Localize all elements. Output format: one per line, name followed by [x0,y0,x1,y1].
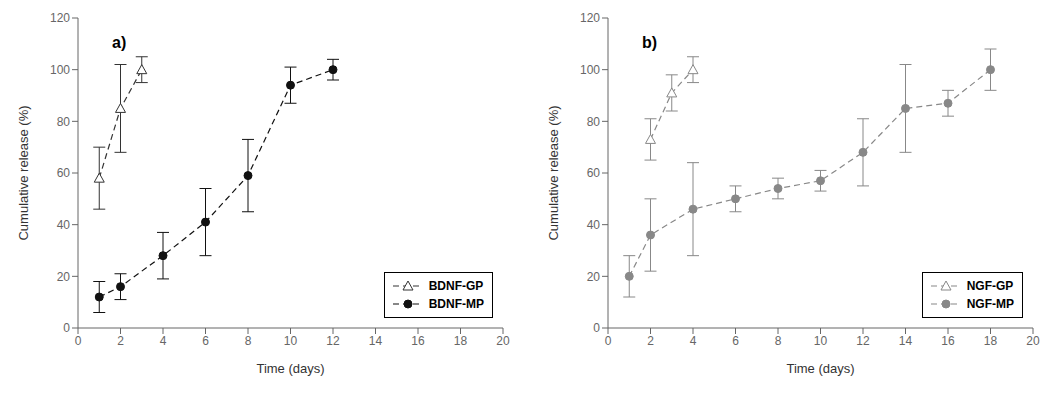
svg-text:14: 14 [899,334,913,348]
svg-text:0: 0 [593,321,600,335]
svg-text:20: 20 [1026,334,1040,348]
svg-text:2: 2 [647,334,654,348]
svg-text:60: 60 [57,166,71,180]
svg-text:14: 14 [369,334,383,348]
svg-text:12: 12 [326,334,340,348]
html-text:a): a) [112,33,127,51]
svg-text:20: 20 [57,270,71,284]
svg-text:Cumulative release (%): Cumulative release (%) [16,105,31,240]
svg-text:100: 100 [580,63,600,77]
svg-text:8: 8 [775,334,782,348]
svg-text:20: 20 [587,270,601,284]
svg-text:40: 40 [57,218,71,232]
svg-text:16: 16 [941,334,955,348]
svg-text:18: 18 [454,334,468,348]
svg-text:2: 2 [117,334,124,348]
svg-text:10: 10 [814,334,828,348]
svg-text:6: 6 [202,334,209,348]
svg-text:12: 12 [856,334,870,348]
svg-text:6: 6 [732,334,739,348]
svg-text:80: 80 [587,115,601,129]
html-text:NGF-GP: NGF-GP [966,279,1014,293]
svg-text:Cumulative release (%): Cumulative release (%) [546,105,561,240]
svg-text:4: 4 [160,334,167,348]
svg-text:0: 0 [75,334,82,348]
svg-text:4: 4 [690,334,697,348]
html-text:b): b) [642,33,658,51]
svg-text:Time (days): Time (days) [786,361,854,376]
svg-text:0: 0 [63,321,70,335]
svg-text:60: 60 [587,166,601,180]
svg-text:8: 8 [245,334,252,348]
svg-text:100: 100 [50,63,70,77]
svg-text:0: 0 [605,334,612,348]
svg-text:20: 20 [496,334,510,348]
svg-text:120: 120 [580,11,600,25]
html-text:NGF-MP: NGF-MP [966,297,1014,311]
svg-text:18: 18 [984,334,998,348]
svg-text:10: 10 [284,334,298,348]
svg-text:80: 80 [57,115,71,129]
html-text:BDNF-MP: BDNF-MP [428,297,484,311]
svg-text:16: 16 [411,334,425,348]
svg-text:Time (days): Time (days) [256,361,324,376]
html-text:BDNF-GP: BDNF-GP [428,279,484,293]
svg-text:40: 40 [587,218,601,232]
svg-text:120: 120 [50,11,70,25]
